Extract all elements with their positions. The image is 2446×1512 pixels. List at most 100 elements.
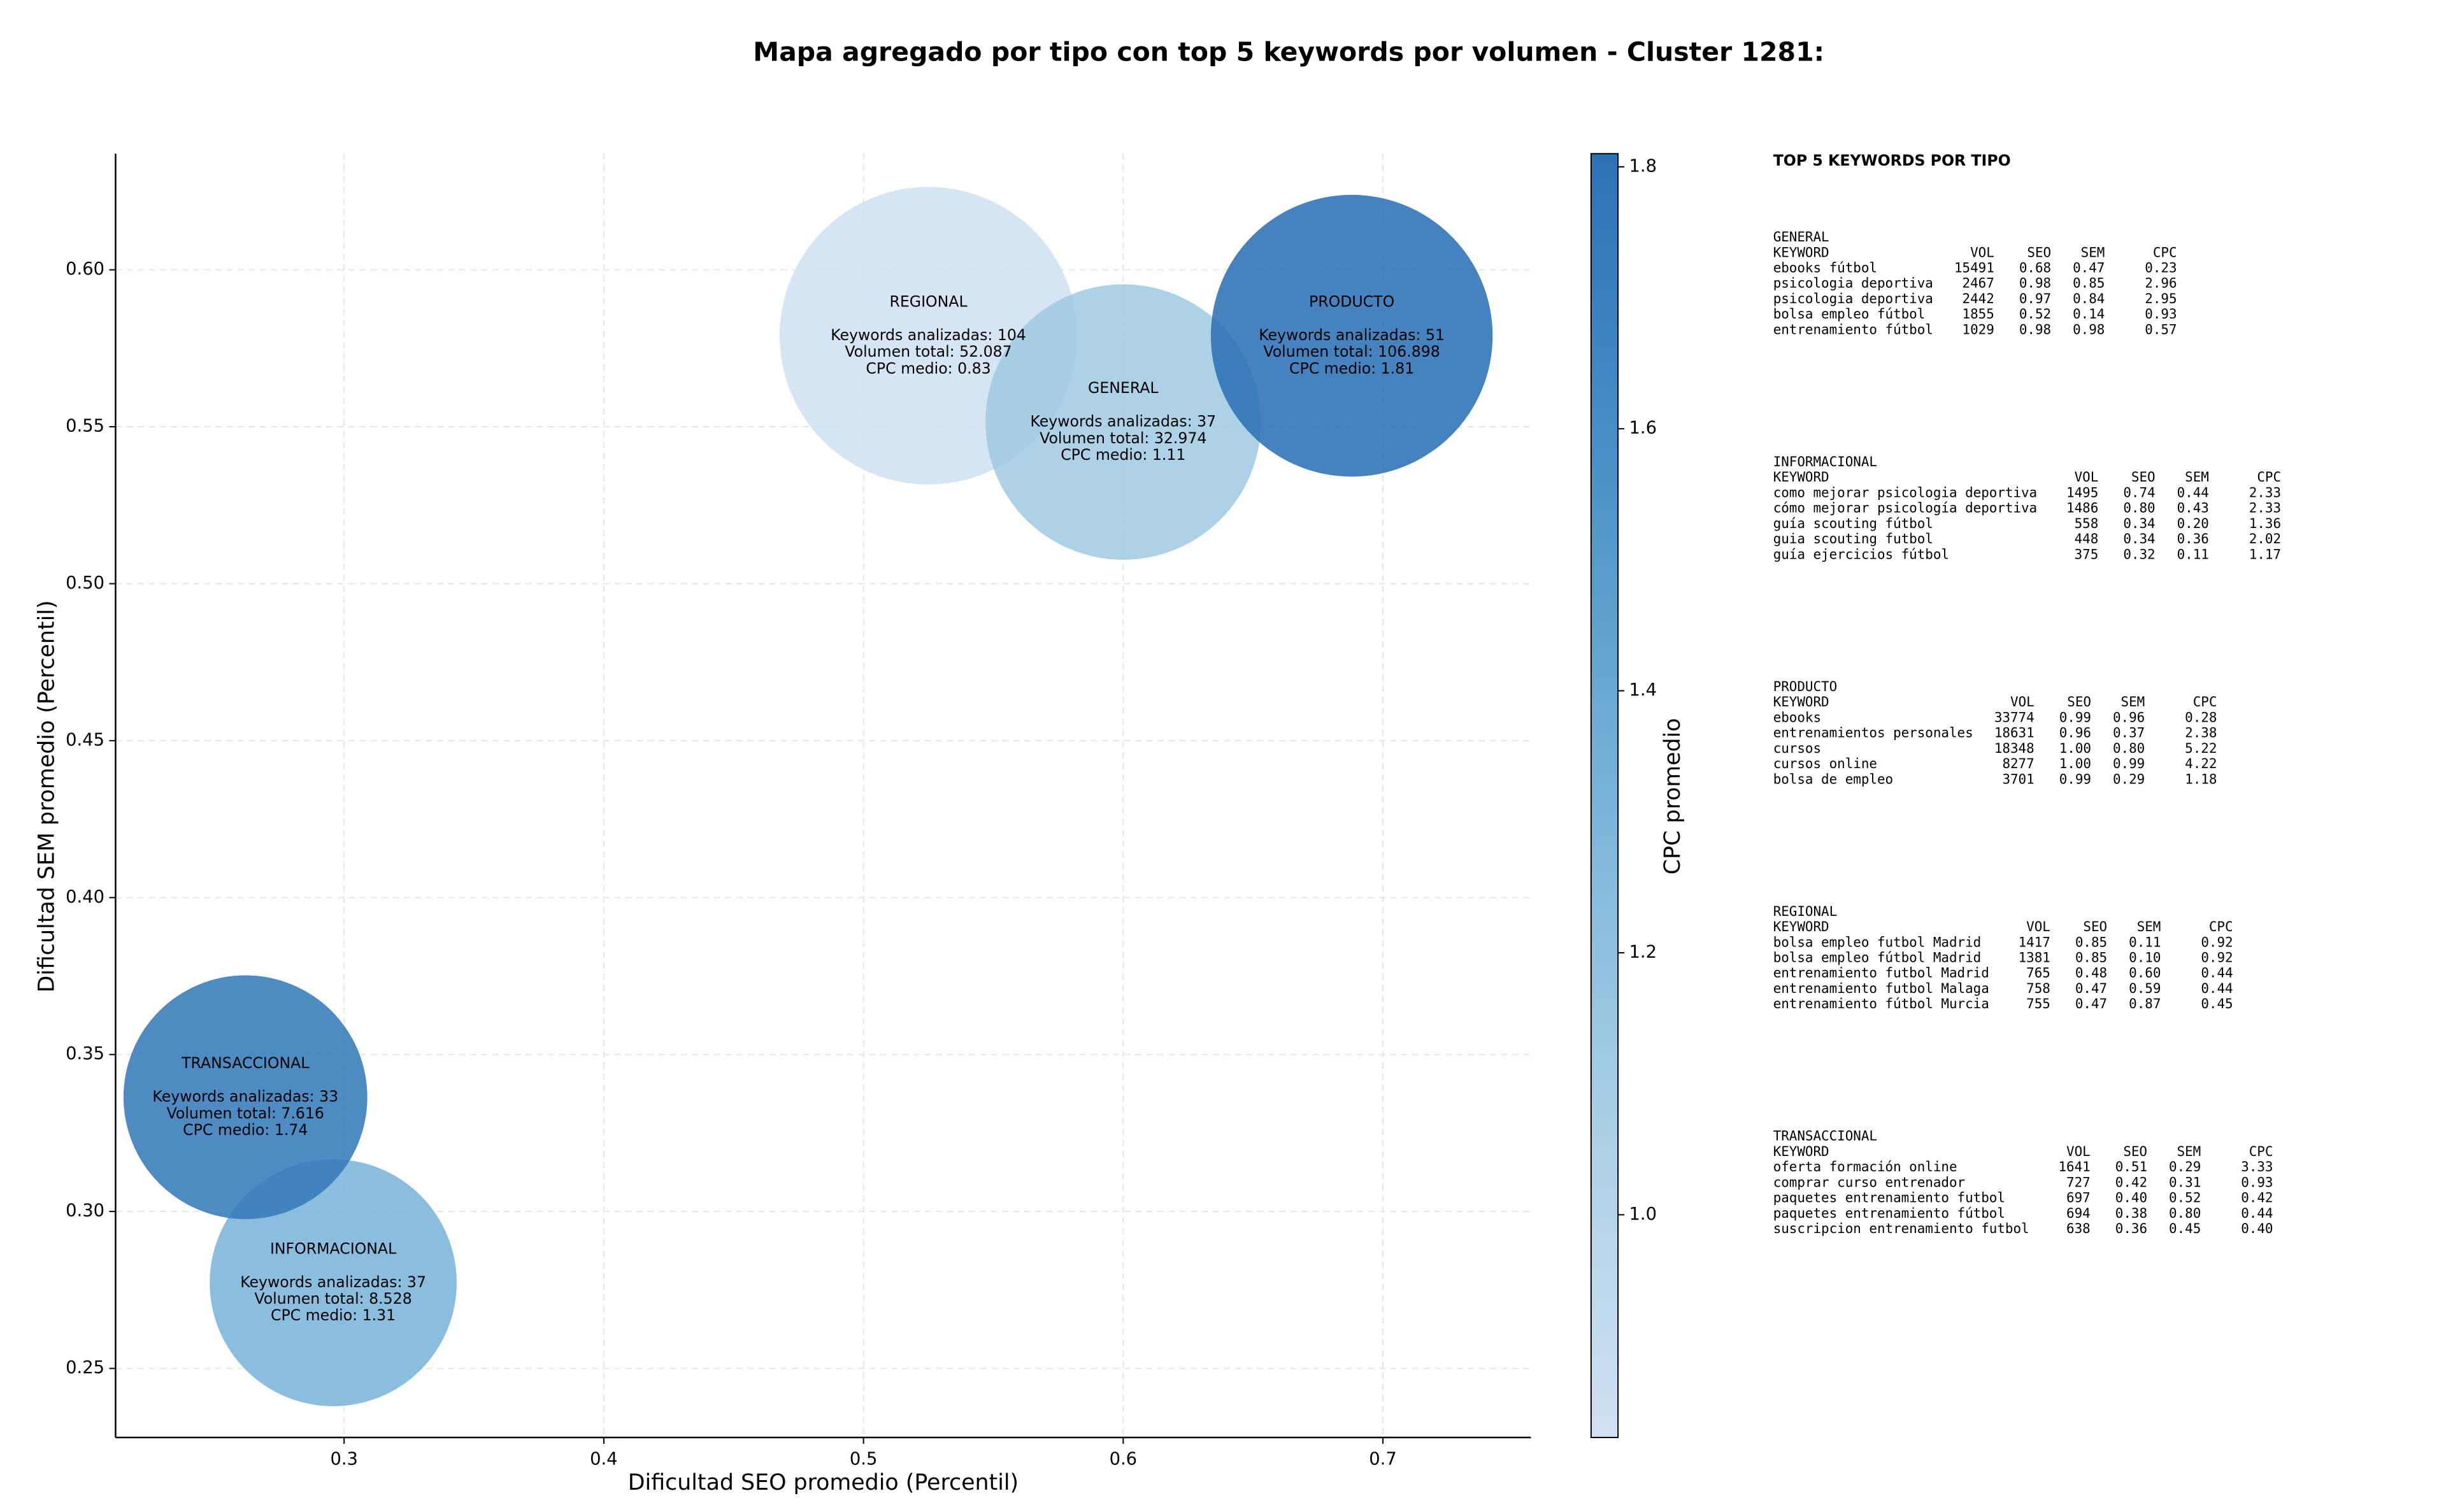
table-cell: 0.68 <box>2019 260 2051 275</box>
section-name: GENERAL <box>1773 229 1829 245</box>
table-cell: oferta formación online <box>1773 1159 1957 1174</box>
table-cell: 0.99 <box>2059 710 2091 725</box>
table-cell: 0.87 <box>2129 996 2161 1011</box>
y-tick-label: 0.55 <box>66 417 104 436</box>
table-cell: 0.96 <box>2113 710 2145 725</box>
table-header: CPC <box>2209 919 2233 934</box>
table-cell: 0.85 <box>2073 276 2105 291</box>
table-cell: 0.98 <box>2019 276 2051 291</box>
label-value: 1.74 <box>275 1120 308 1138</box>
table-cell: 0.44 <box>2177 485 2209 500</box>
colorbar-tick-label: 1.2 <box>1629 942 1657 962</box>
table-header: VOL <box>2066 1144 2091 1159</box>
table-cell: 0.42 <box>2241 1190 2273 1206</box>
bubble-label: Volumen total: 7.616 <box>167 1104 324 1122</box>
table-cell: 0.37 <box>2113 725 2145 741</box>
table-header: KEYWORD <box>1773 469 1829 485</box>
table-cell: 1417 <box>2019 934 2050 950</box>
table-cell: 0.32 <box>2123 546 2155 562</box>
label-prefix: Volumen total: <box>845 343 959 360</box>
colorbar-tick-label: 1.8 <box>1629 156 1657 176</box>
table-header: SEM <box>2177 1144 2201 1159</box>
table-cell: 0.45 <box>2169 1221 2201 1236</box>
bubble-name: GENERAL <box>1088 379 1159 397</box>
table-header: SEM <box>2081 245 2105 260</box>
section-name: INFORMACIONAL <box>1773 454 1877 469</box>
table-cell: 0.40 <box>2115 1190 2147 1206</box>
label-prefix: Keywords analizadas: <box>1259 326 1426 344</box>
table-cell: 0.47 <box>2075 981 2107 996</box>
bubble <box>210 1159 457 1406</box>
table-cell: 0.47 <box>2073 260 2105 275</box>
y-tick-label: 0.50 <box>66 573 104 593</box>
table-header: CPC <box>2153 245 2177 260</box>
table-cell: 758 <box>2026 981 2050 996</box>
table-cell: bolsa empleo futbol Madrid <box>1773 934 1982 950</box>
table-header: CPC <box>2249 1144 2273 1159</box>
table-cell: 0.92 <box>2201 950 2233 966</box>
table-cell: 0.43 <box>2177 501 2209 516</box>
table-header: SEO <box>2131 469 2156 485</box>
table-cell: bolsa de empleo <box>1773 771 1893 787</box>
table-cell: 15491 <box>1954 260 1994 275</box>
colorbar-tick-label: 1.0 <box>1629 1204 1657 1224</box>
section-name: REGIONAL <box>1773 904 1837 919</box>
label-value: 1.81 <box>1381 359 1415 377</box>
table-cell: 0.99 <box>2059 771 2091 787</box>
table-cell: 0.92 <box>2201 934 2233 950</box>
bubble-label: Volumen total: 8.528 <box>254 1290 411 1308</box>
table-cell: guía scouting fútbol <box>1773 516 1933 531</box>
table-cell: 0.80 <box>2169 1206 2201 1221</box>
table-cell: 0.60 <box>2129 966 2161 981</box>
label-prefix: Keywords analizadas: <box>240 1273 407 1291</box>
label-value: 51 <box>1426 326 1445 344</box>
bubble-label: CPC medio: 0.83 <box>866 359 991 377</box>
bubble-label: CPC medio: 1.31 <box>271 1306 396 1324</box>
table-cell: 0.47 <box>2075 996 2107 1011</box>
label-value: 37 <box>407 1273 426 1291</box>
table-cell: entrenamiento fútbol Murcia <box>1773 996 1989 1011</box>
table-cell: 0.48 <box>2075 966 2107 981</box>
table-cell: 2.96 <box>2145 276 2177 291</box>
table-cell: como mejorar psicologia deportiva <box>1773 485 2037 500</box>
table-cell: 18631 <box>1994 725 2035 741</box>
table-cell: 2.38 <box>2185 725 2217 741</box>
bubble-label: Keywords analizadas: 37 <box>1030 412 1216 430</box>
table-cell: 0.45 <box>2201 996 2233 1011</box>
table-cell: 0.36 <box>2177 531 2209 546</box>
bubble-name: PRODUCTO <box>1309 292 1394 310</box>
table-cell: 1486 <box>2066 501 2098 516</box>
table-cell: 0.14 <box>2073 306 2105 322</box>
label-value: 0.83 <box>957 359 991 377</box>
label-prefix: Volumen total: <box>254 1290 369 1308</box>
table-cell: 0.59 <box>2129 981 2161 996</box>
table-cell: 0.10 <box>2129 950 2161 966</box>
label-prefix: Volumen total: <box>167 1104 282 1122</box>
table-cell: comprar curso entrenador <box>1773 1174 1965 1190</box>
colorbar-label: CPC promedio <box>1660 718 1685 874</box>
table-header: VOL <box>2075 469 2099 485</box>
chart-title: Mapa agregado por tipo con top 5 keyword… <box>753 37 1824 68</box>
label-prefix: Keywords analizadas: <box>831 326 998 344</box>
table-header: CPC <box>2257 469 2281 485</box>
y-tick-label: 0.35 <box>66 1044 104 1064</box>
table-cell: 0.29 <box>2113 771 2145 787</box>
label-prefix: CPC medio: <box>1061 445 1152 463</box>
table-cell: 0.29 <box>2169 1159 2201 1174</box>
table-cell: psicologia deportiva <box>1773 276 1933 291</box>
table-header: KEYWORD <box>1773 919 1829 934</box>
table-cell: 0.42 <box>2115 1174 2147 1190</box>
table-cell: 1.17 <box>2249 546 2281 562</box>
table-cell: 0.74 <box>2123 485 2155 500</box>
table-cell: 0.11 <box>2129 934 2161 950</box>
table-header: SEM <box>2121 694 2145 710</box>
table-cell: 755 <box>2026 996 2050 1011</box>
table-cell: 0.80 <box>2123 501 2155 516</box>
bubble-label: Keywords analizadas: 104 <box>831 326 1026 344</box>
table-cell: ebooks <box>1773 710 1821 725</box>
table-cell: 0.97 <box>2019 291 2051 306</box>
table-cell: bolsa empleo fútbol Madrid <box>1773 950 1982 966</box>
table-cell: 0.28 <box>2185 710 2217 725</box>
label-prefix: CPC medio: <box>866 359 957 377</box>
y-tick-label: 0.40 <box>66 887 104 907</box>
